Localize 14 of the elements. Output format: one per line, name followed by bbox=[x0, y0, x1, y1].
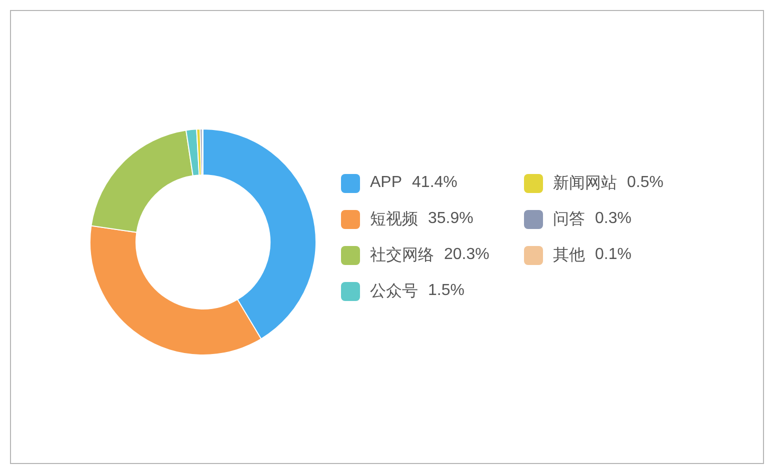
data-label: 0.1% bbox=[595, 246, 632, 264]
legend-label: 其他 bbox=[553, 246, 585, 266]
legend-label: 社交网络 bbox=[370, 246, 434, 266]
data-label: 1.5% bbox=[428, 282, 464, 300]
legend-label: 新闻网站 bbox=[553, 174, 617, 194]
legend-label: 公众号 bbox=[370, 282, 418, 302]
legend-label: 问答 bbox=[553, 210, 585, 230]
data-label: 0.5% bbox=[627, 174, 664, 192]
data-label: 41.4% bbox=[412, 174, 458, 192]
legend-label: 短视频 bbox=[370, 210, 418, 230]
data-label: 35.9% bbox=[428, 210, 474, 228]
data-label: 20.3% bbox=[444, 246, 490, 264]
legend-label: APP bbox=[370, 174, 402, 192]
data-label: 0.3% bbox=[595, 210, 632, 228]
